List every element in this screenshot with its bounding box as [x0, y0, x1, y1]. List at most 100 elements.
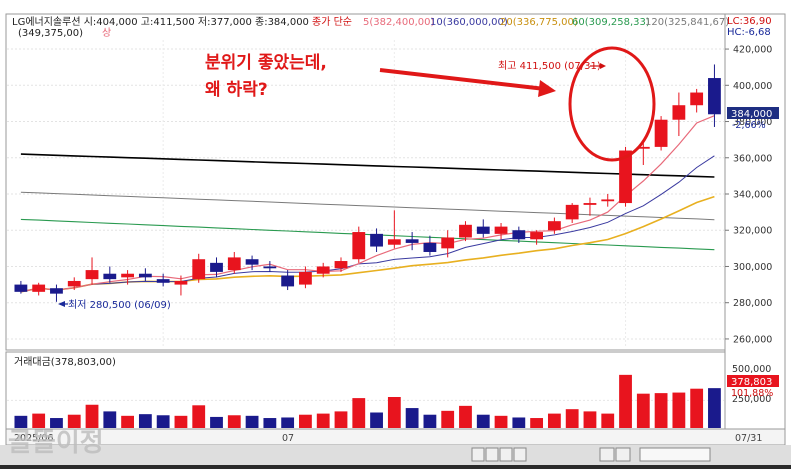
- volume-bar: [227, 415, 241, 428]
- x-label-mid: 07: [282, 433, 294, 444]
- volume-bar: [352, 398, 366, 428]
- x-axis-bar: [5, 428, 786, 446]
- ma-long-line: [20, 153, 715, 178]
- volume-bar: [245, 415, 259, 428]
- volume-bar: [423, 414, 437, 428]
- zoom-out-button[interactable]: [599, 447, 615, 462]
- volume-bar: [299, 414, 312, 428]
- candle-body: [476, 226, 490, 234]
- price-box-value: 384,000: [731, 109, 772, 120]
- watermark: 골뜰이정: [8, 428, 104, 458]
- candle-body: [299, 271, 312, 285]
- volume-bar: [530, 418, 544, 428]
- candle-body: [174, 280, 188, 285]
- low-marker-arrow: [58, 301, 65, 307]
- price-change: -2,66%: [732, 120, 766, 131]
- volume-bar: [565, 409, 579, 428]
- annotation-arrow: [379, 68, 546, 91]
- candle-body: [32, 284, 46, 292]
- volume-pct: 101,88%: [731, 388, 773, 399]
- scroll-controls[interactable]: [471, 447, 711, 462]
- candle-body: [138, 273, 152, 278]
- volume-title: 거래대금(378,803,00): [14, 356, 116, 368]
- ma-label: 종가 단순: [312, 16, 352, 28]
- volume-bar: [708, 388, 721, 428]
- low-label: 최저 280,500 (06/09): [68, 299, 171, 311]
- lc-label: LC:36,90: [727, 16, 772, 27]
- ma60-label: 60(309,258,33): [572, 17, 650, 28]
- candle-body: [103, 273, 117, 280]
- candle-body: [245, 259, 259, 265]
- volume-bar: [210, 416, 223, 428]
- candle-body: [334, 261, 348, 269]
- volume-box-value: 378,803: [731, 377, 772, 388]
- ma5-line: [20, 115, 715, 293]
- candle-body: [67, 280, 81, 287]
- hc-label: HC:-6,68: [727, 27, 771, 38]
- candle-body: [530, 232, 544, 240]
- y-tick-label: 300,000: [733, 262, 772, 273]
- volume-bar: [405, 408, 419, 428]
- volume-bar: [174, 415, 188, 428]
- volume-bar: [619, 374, 632, 428]
- header-line2: (349,375,00): [18, 28, 83, 39]
- y-tick-label: 360,000: [733, 153, 772, 164]
- volume-bar: [334, 411, 348, 428]
- candle-body: [352, 232, 366, 260]
- annotation-arrowhead: [538, 80, 556, 97]
- volume-bar: [14, 415, 28, 428]
- candle-body: [316, 266, 330, 274]
- candle-body: [405, 239, 419, 243]
- volume-bar: [583, 411, 597, 428]
- highlight-circle: [568, 46, 656, 162]
- zoom-in-button[interactable]: [615, 447, 631, 462]
- volume-bar: [67, 414, 81, 428]
- volume-bar: [387, 397, 401, 428]
- high-label: 최고 411,500 (07/31): [498, 60, 601, 72]
- volume-bar: [636, 393, 650, 428]
- ma120-line: [20, 191, 715, 221]
- y-axis-ticks: 260,000 280,000 300,000 320,000 340,000 360,0…: [725, 45, 772, 345]
- volume-bar: [103, 411, 117, 428]
- candle-body: [210, 262, 223, 272]
- x-label-left: 2025/06: [14, 433, 53, 444]
- scrollbar-track[interactable]: [639, 447, 711, 462]
- play-button[interactable]: [513, 447, 527, 462]
- pause-button[interactable]: [499, 447, 513, 462]
- volume-bars: [7, 374, 724, 428]
- moving-average-lines: [20, 115, 715, 293]
- y-tick-label: 280,000: [733, 298, 772, 309]
- candle-body: [370, 233, 383, 247]
- ma120-label: 120(325,841,67): [645, 17, 729, 28]
- candle-body: [636, 146, 650, 149]
- ma10-line: [20, 155, 715, 293]
- candle-body: [654, 119, 668, 147]
- volume-bar: [476, 414, 490, 428]
- header-line2-suffix: 상: [102, 27, 111, 39]
- y-tick-label: 400,000: [733, 81, 772, 92]
- volume-bar: [50, 418, 63, 428]
- volume-bar: [370, 412, 383, 428]
- candle-body: [583, 203, 597, 205]
- y-axis-panel: [724, 13, 786, 430]
- candle-body: [14, 284, 28, 292]
- scroll-right-button[interactable]: [485, 447, 499, 462]
- volume-bar: [654, 393, 668, 428]
- candle-body: [565, 204, 579, 220]
- candle-body: [512, 230, 526, 240]
- stock-header: LG에너지솔루션 시:404,000 고:411,500 저:377,000 종…: [12, 16, 309, 28]
- volume-bar: [156, 415, 170, 428]
- candle-body: [494, 226, 508, 234]
- volume-tick-500000: 500,000: [732, 364, 771, 375]
- volume-bar: [121, 415, 134, 428]
- candle-body: [156, 279, 170, 283]
- candle-body: [619, 150, 632, 204]
- candle-body: [281, 275, 295, 287]
- volume-box: [727, 375, 779, 387]
- candle-body: [263, 266, 277, 269]
- scroll-left-button[interactable]: [471, 447, 485, 462]
- volume-bar: [192, 405, 206, 428]
- candle-body: [50, 288, 63, 294]
